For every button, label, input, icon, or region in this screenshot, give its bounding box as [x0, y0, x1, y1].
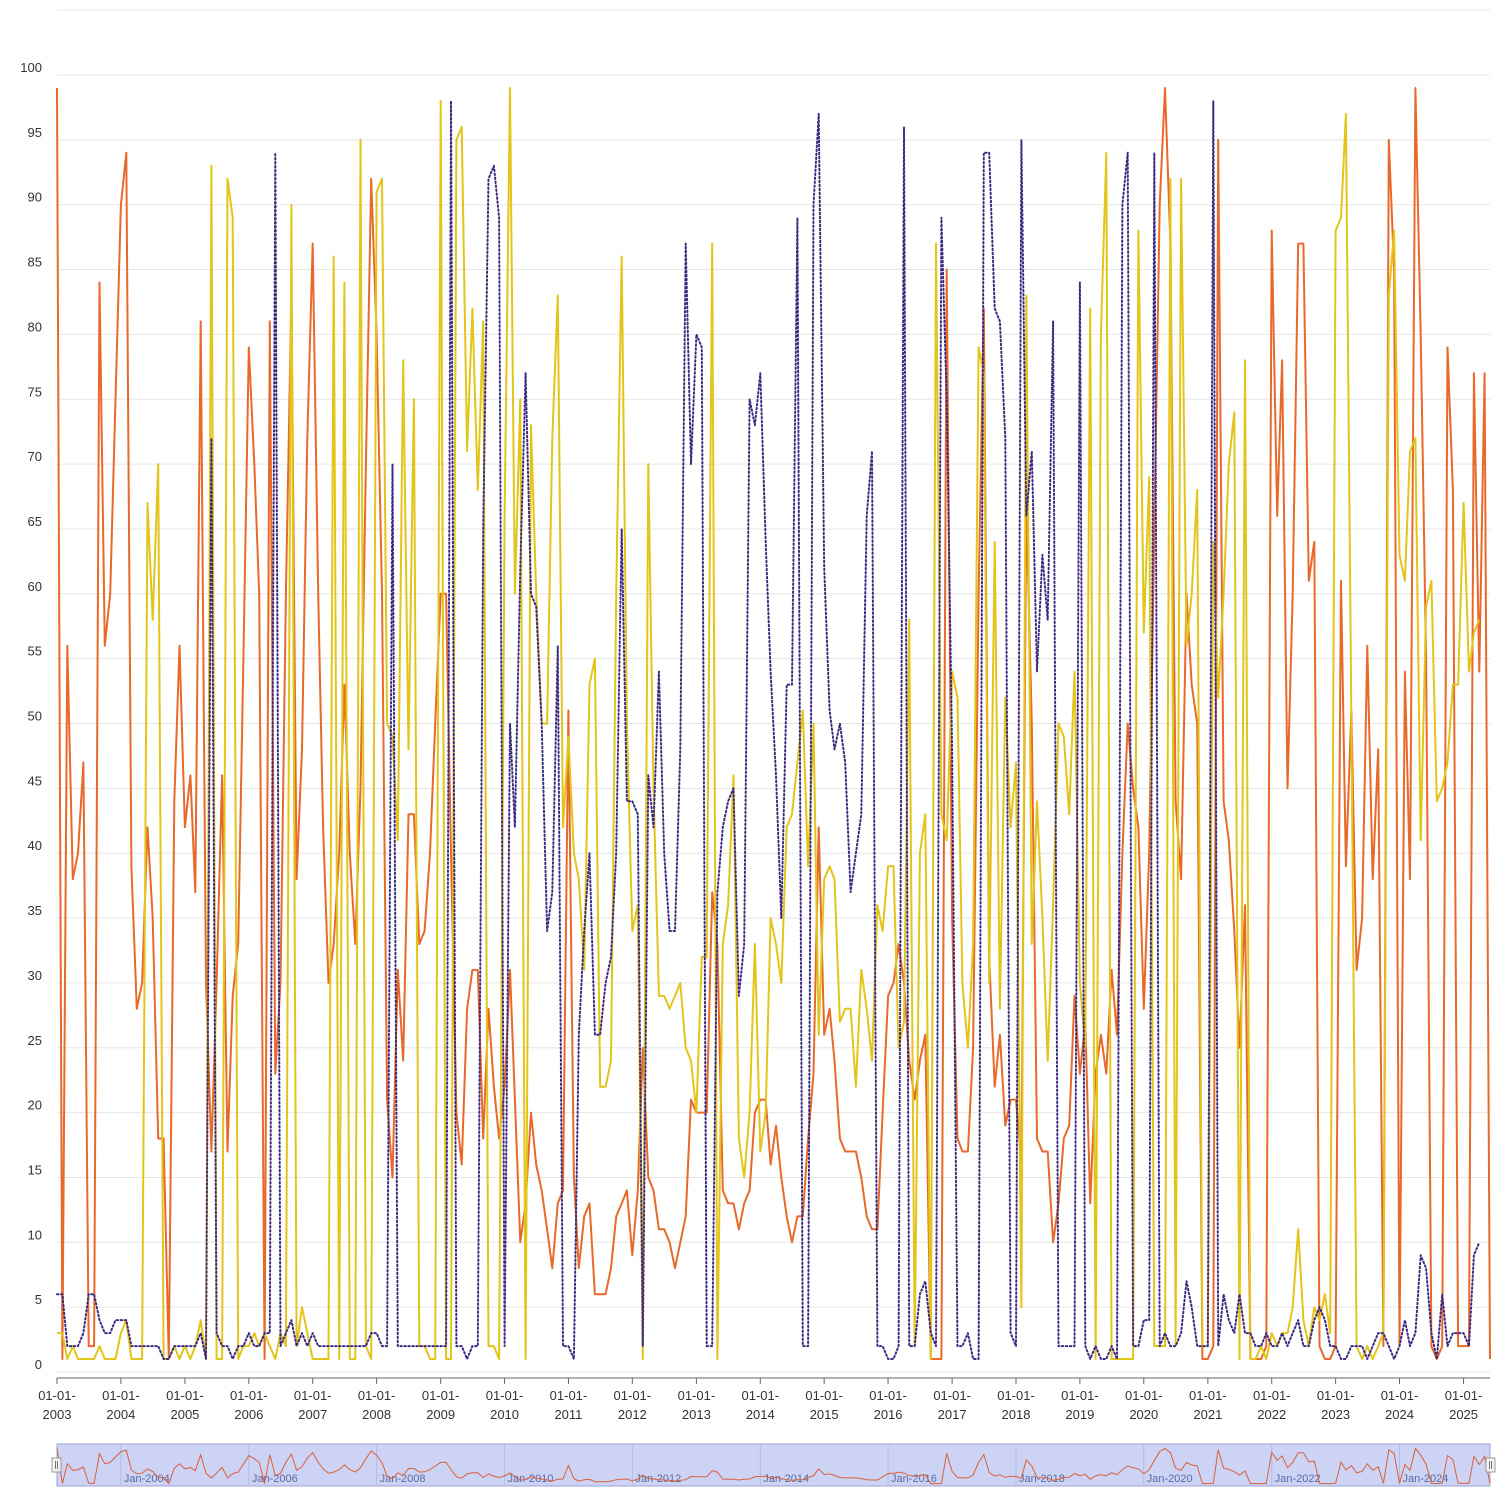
x-tick-label-line2: 2006 [234, 1407, 263, 1422]
y-tick-label: 15 [28, 1162, 42, 1177]
x-tick-label-line2: 2020 [1129, 1407, 1158, 1422]
navigator-series-line [56, 1447, 1491, 1485]
x-tick-label-line1: 01-01- [1061, 1388, 1099, 1403]
x-tick-label-line1: 01-01- [1189, 1388, 1227, 1403]
x-tick-label-line1: 01-01- [1445, 1388, 1483, 1403]
y-tick-label: 100 [20, 60, 42, 75]
navigator-tick-label: Jan-2024 [1403, 1473, 1449, 1485]
navigator-tick-label: Jan-2006 [252, 1473, 298, 1485]
navigator-gridlines [120, 1444, 1401, 1486]
range-navigator[interactable]: Jan-2004 Jan-2006 Jan-2008 Jan-2010 Jan-2012… [51, 1443, 1496, 1487]
x-tick-label-line1: 01-01- [869, 1388, 907, 1403]
series-lines [56, 87, 1491, 1360]
y-axis-ticks: 0 5 10 15 20 25 30 35 40 45 50 55 60 65 70 75 80 85 90 95 10… [20, 60, 42, 1372]
x-tick-label-line1: 01-01- [614, 1388, 652, 1403]
x-tick-label-line1: 01-01- [678, 1388, 716, 1403]
y-tick-label: 50 [28, 709, 42, 724]
y-tick-label: 0 [35, 1357, 42, 1372]
x-tick-label-line2: 2023 [1321, 1407, 1350, 1422]
x-tick-label-line2: 2010 [490, 1407, 519, 1422]
y-tick-label: 40 [28, 838, 42, 853]
x-tick-label-line2: 2003 [43, 1407, 72, 1422]
x-tick-label-line1: 01-01- [741, 1388, 779, 1403]
x-tick-label-line1: 01-01- [102, 1388, 140, 1403]
x-tick-label-line2: 2022 [1257, 1407, 1286, 1422]
x-tick-label-line2: 2009 [426, 1407, 455, 1422]
x-tick-label-line2: 2011 [554, 1407, 582, 1422]
x-tick-label-line1: 01-01- [358, 1388, 396, 1403]
y-tick-label: 95 [28, 125, 42, 140]
navigator-tick-label: Jan-2022 [1275, 1473, 1321, 1485]
y-tick-label: 85 [28, 255, 42, 270]
x-tick-label-line1: 01-01- [38, 1388, 76, 1403]
y-tick-label: 35 [28, 903, 42, 918]
x-tick-label-line1: 01-01- [1317, 1388, 1355, 1403]
navigator-tick-label: Jan-2014 [763, 1473, 809, 1485]
x-tick-label-line1: 01-01- [166, 1388, 204, 1403]
x-tick-label-line1: 01-01- [933, 1388, 971, 1403]
x-tick-label-line2: 2015 [810, 1407, 839, 1422]
navigator-tick-label: Jan-2020 [1147, 1473, 1193, 1485]
y-tick-label: 55 [28, 644, 42, 659]
navigator-tick-label: Jan-2004 [124, 1473, 170, 1485]
navigator-tick-label: Jan-2018 [1019, 1473, 1065, 1485]
x-tick-label-line2: 2008 [362, 1407, 391, 1422]
y-tick-label: 70 [28, 449, 42, 464]
series-line-3 [56, 99, 1481, 1360]
x-tick-label-line2: 2016 [874, 1407, 903, 1422]
x-tick-label-line1: 01-01- [1125, 1388, 1163, 1403]
x-tick-label-line1: 01-01- [1253, 1388, 1291, 1403]
navigator-tick-label: Jan-2010 [508, 1473, 554, 1485]
navigator-handle-right[interactable] [1485, 1457, 1496, 1473]
x-axis-ticks: 01-01- 2003 01-01- 2004 01-01- 2005 01-01- 2006… [38, 1378, 1482, 1422]
navigator-selection[interactable] [56, 1443, 1491, 1487]
x-tick-label-line1: 01-01- [997, 1388, 1035, 1403]
y-tick-label: 25 [28, 1033, 42, 1048]
x-tick-label-line1: 01-01- [805, 1388, 843, 1403]
navigator-tick-label: Jan-2016 [891, 1473, 937, 1485]
x-tick-label-line1: 01-01- [1381, 1388, 1419, 1403]
x-tick-label-line1: 01-01- [422, 1388, 460, 1403]
x-tick-label-line2: 2004 [106, 1407, 135, 1422]
navigator-tick-label: Jan-2008 [380, 1473, 426, 1485]
y-tick-label: 5 [35, 1292, 42, 1307]
x-tick-label-line2: 2021 [1193, 1407, 1222, 1422]
x-tick-label-line1: 01-01- [230, 1388, 268, 1403]
navigator-tick-label: Jan-2012 [635, 1473, 681, 1485]
x-tick-label-line2: 2007 [298, 1407, 327, 1422]
x-tick-label-line2: 2025 [1449, 1407, 1478, 1422]
y-tick-label: 60 [28, 579, 42, 594]
y-tick-label: 90 [28, 190, 42, 205]
x-tick-label-line2: 2018 [1002, 1407, 1031, 1422]
x-tick-label-line2: 2012 [618, 1407, 647, 1422]
y-tick-label: 80 [28, 319, 42, 334]
x-tick-label-line2: 2005 [170, 1407, 199, 1422]
x-tick-label-line2: 2013 [682, 1407, 711, 1422]
navigator-ticks: Jan-2004 Jan-2006 Jan-2008 Jan-2010 Jan-2012… [124, 1473, 1448, 1485]
x-tick-label-line2: 2024 [1385, 1407, 1414, 1422]
x-tick-label-line1: 01-01- [486, 1388, 524, 1403]
x-tick-label-line1: 01-01- [294, 1388, 332, 1403]
navigator-handle-left[interactable] [51, 1457, 62, 1473]
y-tick-label: 30 [28, 968, 42, 983]
y-tick-label: 10 [28, 1227, 42, 1242]
y-tick-label: 20 [28, 1098, 42, 1113]
y-tick-label: 65 [28, 514, 42, 529]
x-tick-label-line2: 2014 [746, 1407, 775, 1422]
series-line-2 [57, 87, 1481, 1360]
x-tick-label-line2: 2019 [1065, 1407, 1094, 1422]
x-tick-label-line2: 2017 [938, 1407, 967, 1422]
y-tick-label: 45 [28, 773, 42, 788]
x-tick-label-line1: 01-01- [550, 1388, 588, 1403]
y-tick-label: 75 [28, 384, 42, 399]
